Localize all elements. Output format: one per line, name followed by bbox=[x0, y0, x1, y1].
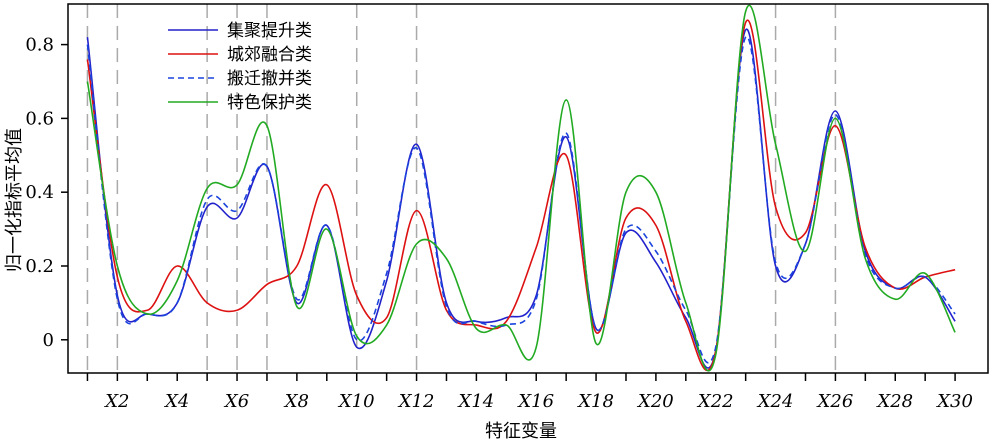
x-tick-label: X22 bbox=[696, 391, 734, 412]
y-axis-label: 归一化指标平均值 bbox=[4, 128, 25, 272]
legend-label: 特色保护类 bbox=[227, 93, 312, 113]
series-lines bbox=[86, 4, 956, 372]
x-tick-label: X10 bbox=[337, 391, 375, 412]
x-tick-label: X28 bbox=[875, 391, 913, 412]
y-tick-label: 0.6 bbox=[25, 108, 54, 129]
x-axis-label: 特征变量 bbox=[485, 421, 557, 442]
x-tick-label: X24 bbox=[756, 391, 794, 412]
x-tick-label: X18 bbox=[576, 391, 614, 412]
series-line-3 bbox=[86, 36, 956, 364]
x-tick-label: X6 bbox=[223, 391, 249, 412]
y-tick-label: 0.4 bbox=[25, 182, 54, 203]
axes: 0 0.2 0.4 0.6 0.8 X2 X4 X6 X8 X10 X12 X14 X16 X18 X20 X… bbox=[25, 35, 973, 412]
legend-label: 集聚提升类 bbox=[227, 21, 312, 41]
x-tick-label: X4 bbox=[163, 391, 189, 412]
series-line-1 bbox=[86, 28, 956, 369]
legend-label: 搬迁撤并类 bbox=[227, 69, 312, 89]
x-tick-label: X14 bbox=[457, 391, 495, 412]
x-tick-label: X20 bbox=[636, 391, 674, 412]
series-line-4 bbox=[86, 4, 956, 372]
x-tick-label: X2 bbox=[103, 391, 129, 412]
plot-frame bbox=[67, 3, 989, 374]
vertical-guide-lines bbox=[86, 4, 837, 373]
x-tick-label: X12 bbox=[397, 391, 435, 412]
series-line-2 bbox=[86, 19, 956, 372]
y-tick-label: 0 bbox=[43, 330, 54, 351]
x-tick-label: X16 bbox=[516, 391, 554, 412]
x-tick-label: X8 bbox=[283, 391, 309, 412]
y-tick-label: 0.2 bbox=[25, 256, 54, 277]
y-tick-label: 0.8 bbox=[25, 35, 54, 56]
legend-label: 城郊融合类 bbox=[227, 45, 312, 65]
x-tick-label: X26 bbox=[816, 391, 854, 412]
x-tick-label: X30 bbox=[935, 391, 973, 412]
